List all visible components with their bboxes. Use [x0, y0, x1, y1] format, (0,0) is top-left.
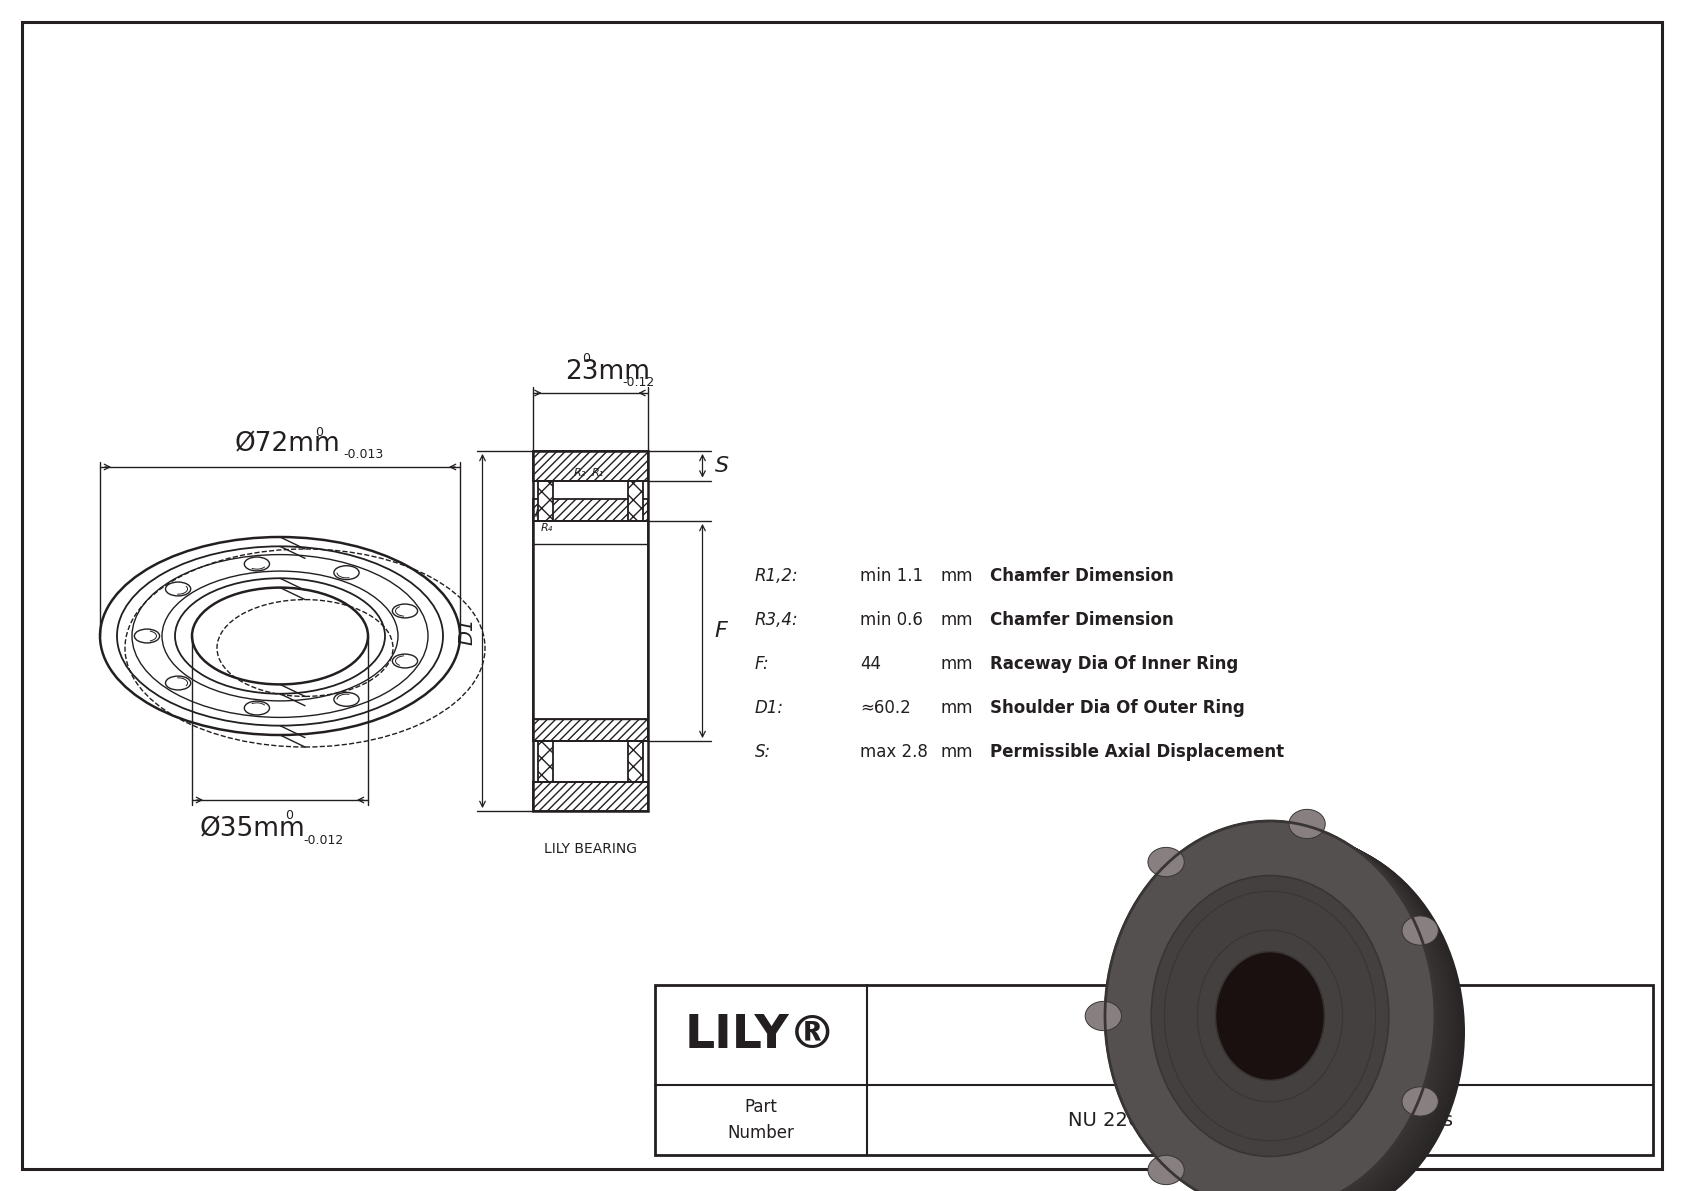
Ellipse shape: [1128, 834, 1458, 1191]
Bar: [532, 451, 648, 811]
Text: Permissible Axial Displacement: Permissible Axial Displacement: [990, 743, 1285, 761]
Text: LILY BEARING: LILY BEARING: [544, 842, 637, 856]
Bar: [628, 741, 643, 781]
Ellipse shape: [1148, 847, 1184, 877]
Text: D1:: D1:: [754, 699, 785, 717]
Text: Shoulder Dia Of Outer Ring: Shoulder Dia Of Outer Ring: [990, 699, 1244, 717]
Text: R₁: R₁: [593, 468, 605, 478]
Text: -0.013: -0.013: [344, 448, 384, 461]
Bar: [655, 985, 1654, 1155]
Bar: [532, 451, 648, 480]
Text: F:: F:: [754, 655, 770, 673]
Ellipse shape: [1216, 952, 1324, 1080]
Text: Ø35mm: Ø35mm: [200, 816, 306, 842]
Text: ≈60.2: ≈60.2: [861, 699, 911, 717]
Ellipse shape: [1132, 835, 1462, 1191]
Ellipse shape: [244, 557, 269, 570]
Ellipse shape: [1130, 835, 1460, 1191]
Text: mm: mm: [940, 567, 972, 585]
Ellipse shape: [1105, 821, 1435, 1191]
Text: Ø72mm: Ø72mm: [236, 431, 340, 457]
Text: LILY®: LILY®: [685, 1012, 837, 1058]
Text: 23mm: 23mm: [566, 358, 650, 385]
Ellipse shape: [1122, 830, 1452, 1191]
Text: R₂: R₂: [574, 468, 586, 478]
Ellipse shape: [1288, 810, 1325, 838]
Text: F: F: [714, 621, 727, 641]
Text: R1,2:: R1,2:: [754, 567, 798, 585]
Text: NU 2207 ECJ Cylindrical Roller Bearings: NU 2207 ECJ Cylindrical Roller Bearings: [1068, 1110, 1453, 1129]
Ellipse shape: [165, 582, 190, 596]
Ellipse shape: [1115, 827, 1445, 1191]
Text: SHANGHAI LILY BEARING LIMITED: SHANGHAI LILY BEARING LIMITED: [1091, 1008, 1430, 1025]
Text: S:: S:: [754, 743, 771, 761]
Ellipse shape: [1152, 875, 1389, 1156]
Ellipse shape: [1127, 833, 1457, 1191]
Bar: [532, 499, 648, 520]
Ellipse shape: [1403, 1087, 1438, 1116]
Ellipse shape: [1125, 831, 1455, 1191]
Text: Part
Number: Part Number: [727, 1098, 795, 1141]
Text: Chamfer Dimension: Chamfer Dimension: [990, 611, 1174, 629]
Bar: [537, 480, 552, 520]
Ellipse shape: [1111, 868, 1428, 1191]
Text: R3,4:: R3,4:: [754, 611, 798, 629]
Ellipse shape: [165, 676, 190, 690]
Ellipse shape: [1106, 822, 1436, 1191]
Ellipse shape: [1111, 824, 1442, 1191]
Ellipse shape: [333, 566, 359, 580]
Text: 0: 0: [315, 426, 323, 439]
Ellipse shape: [1108, 823, 1438, 1191]
Ellipse shape: [1216, 952, 1324, 1080]
Text: 0: 0: [285, 809, 293, 822]
Text: mm: mm: [940, 699, 972, 717]
Text: D1: D1: [456, 617, 477, 644]
Text: mm: mm: [940, 611, 972, 629]
Text: S: S: [714, 456, 729, 475]
Text: Raceway Dia Of Inner Ring: Raceway Dia Of Inner Ring: [990, 655, 1238, 673]
Text: -0.12: -0.12: [621, 376, 655, 389]
Ellipse shape: [1135, 837, 1465, 1191]
Ellipse shape: [1130, 869, 1410, 1162]
Ellipse shape: [1120, 829, 1450, 1191]
Ellipse shape: [392, 654, 418, 668]
Ellipse shape: [1115, 825, 1443, 1191]
Text: Email: lilybearing@lily-bearing.com: Email: lilybearing@lily-bearing.com: [1125, 1043, 1396, 1059]
Ellipse shape: [135, 629, 160, 643]
Ellipse shape: [1118, 828, 1448, 1191]
Bar: [532, 781, 648, 811]
Ellipse shape: [392, 604, 418, 618]
Ellipse shape: [1148, 1155, 1184, 1185]
Text: R₃: R₃: [534, 509, 547, 519]
Text: Chamfer Dimension: Chamfer Dimension: [990, 567, 1174, 585]
Ellipse shape: [1116, 828, 1447, 1191]
Ellipse shape: [1403, 916, 1438, 946]
Ellipse shape: [1128, 833, 1457, 1191]
Text: 0: 0: [583, 353, 589, 364]
Bar: [537, 741, 552, 781]
Ellipse shape: [333, 692, 359, 706]
Text: min 1.1: min 1.1: [861, 567, 923, 585]
Text: min 0.6: min 0.6: [861, 611, 923, 629]
Text: mm: mm: [940, 655, 972, 673]
Ellipse shape: [1123, 830, 1453, 1191]
Bar: [532, 520, 648, 741]
Ellipse shape: [1113, 825, 1443, 1191]
Bar: [628, 480, 643, 520]
Text: R₄: R₄: [541, 523, 552, 534]
Bar: [532, 718, 648, 741]
Ellipse shape: [244, 701, 269, 715]
Text: mm: mm: [940, 743, 972, 761]
Ellipse shape: [1110, 823, 1440, 1191]
Text: -0.012: -0.012: [303, 834, 344, 847]
Ellipse shape: [1133, 836, 1463, 1191]
Ellipse shape: [1084, 1002, 1122, 1030]
Text: max 2.8: max 2.8: [861, 743, 928, 761]
Text: 44: 44: [861, 655, 881, 673]
